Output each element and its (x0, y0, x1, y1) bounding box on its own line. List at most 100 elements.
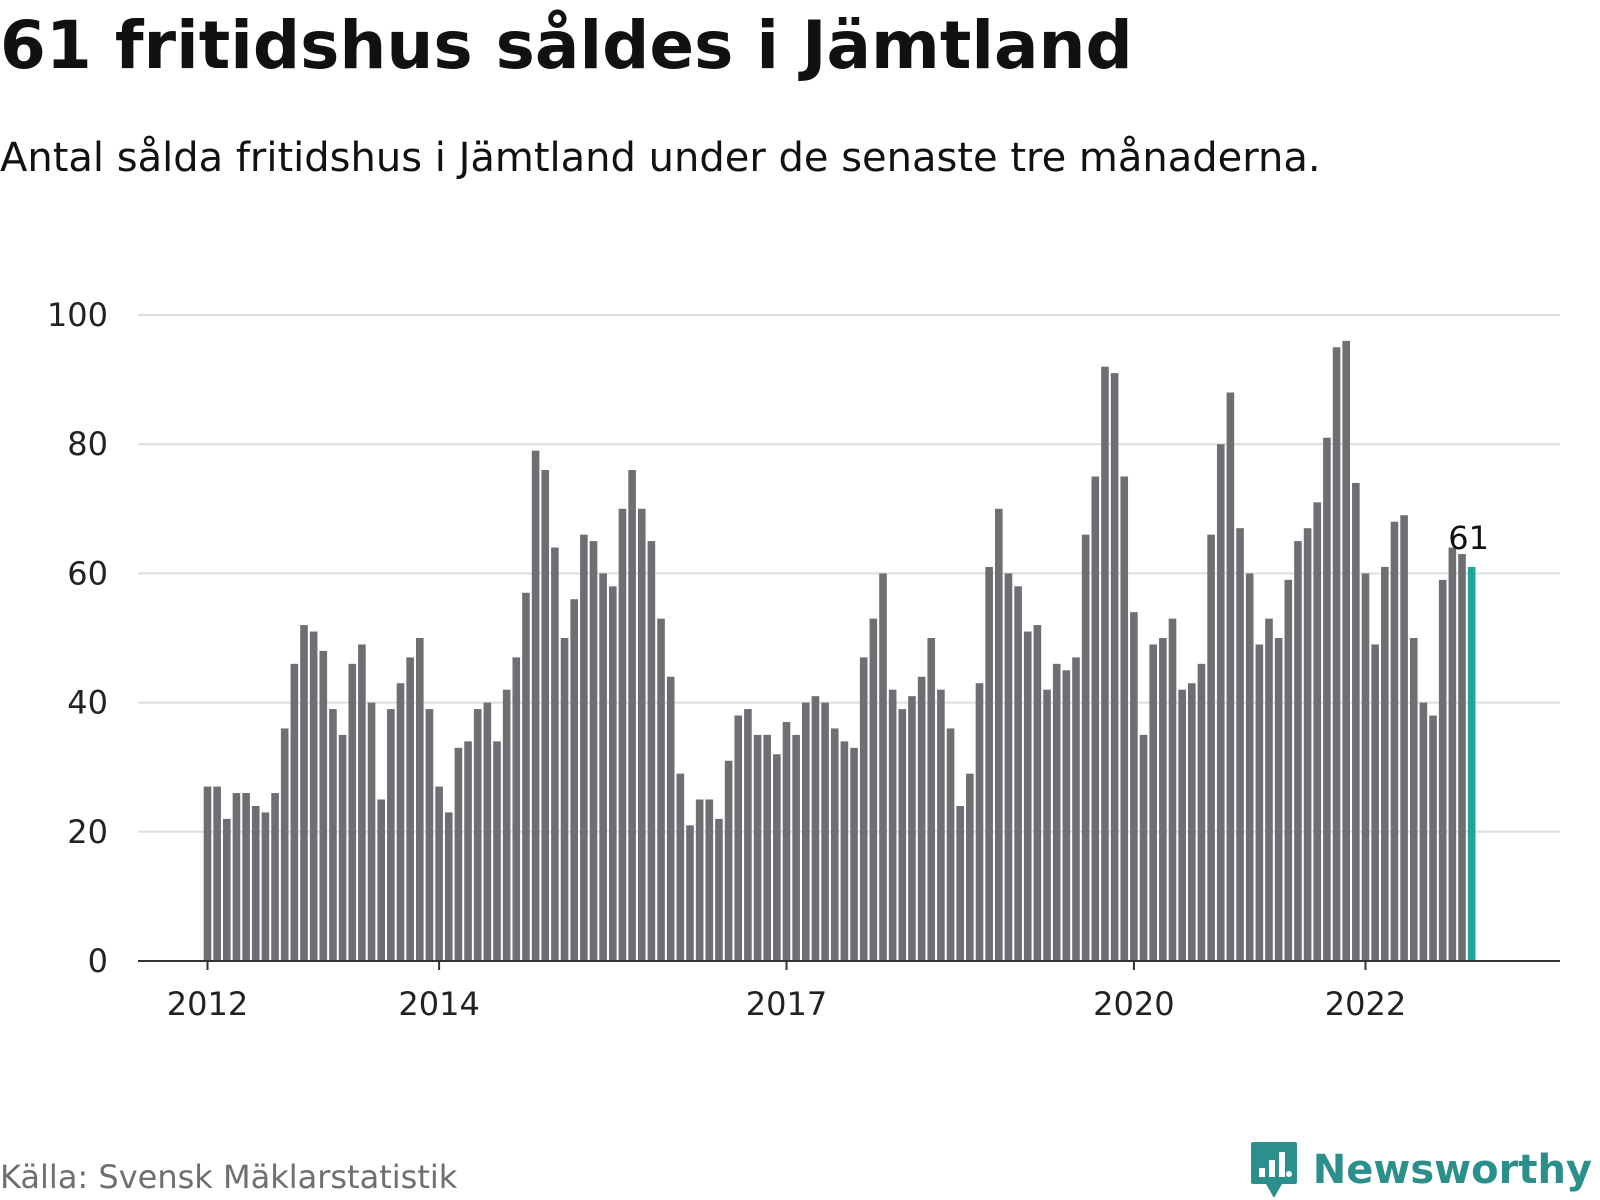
bar (338, 734, 347, 961)
x-tick-label: 2012 (167, 985, 248, 1023)
y-tick-label: 100 (47, 296, 108, 334)
bar (599, 573, 607, 961)
bar (1361, 573, 1370, 961)
x-tick-label: 2020 (1093, 985, 1174, 1023)
bar (416, 638, 424, 961)
bar (309, 631, 318, 961)
bar (502, 689, 511, 961)
bar (464, 741, 472, 961)
bar (811, 696, 820, 961)
bar (454, 747, 463, 961)
bar (1265, 618, 1273, 961)
bar (715, 818, 723, 961)
bar (985, 566, 993, 961)
bar (830, 728, 839, 961)
bar (724, 760, 733, 961)
bar (589, 541, 598, 961)
highlight-value-label: 61 (1448, 519, 1489, 557)
bar (1429, 715, 1437, 961)
bar (1323, 437, 1331, 961)
bar (280, 728, 289, 961)
bar (358, 644, 366, 961)
bar (956, 805, 964, 961)
y-tick-label: 60 (67, 554, 108, 592)
bar (676, 773, 685, 961)
y-tick-label: 0 (88, 942, 108, 980)
newsworthy-brand[interactable]: Newsworthy (1249, 1140, 1592, 1200)
bar (946, 728, 955, 961)
bar (1014, 586, 1022, 961)
bar (753, 734, 762, 961)
bar (1168, 618, 1177, 961)
bar (329, 709, 337, 961)
bar (319, 650, 328, 961)
bar (551, 547, 559, 961)
bar (647, 541, 656, 961)
bar (1371, 644, 1379, 961)
bar (1303, 528, 1312, 961)
bar (580, 534, 588, 961)
bar (1438, 579, 1447, 961)
bar (406, 657, 414, 961)
bar (213, 786, 221, 961)
bar (1284, 579, 1293, 961)
bar (1159, 638, 1167, 961)
bar (261, 812, 270, 961)
bar (966, 773, 974, 961)
bar (1313, 502, 1322, 961)
bar (1023, 631, 1032, 961)
bar (493, 741, 501, 961)
bar (888, 689, 897, 961)
bar (300, 625, 308, 961)
y-tick-label: 40 (67, 684, 108, 722)
bar (1188, 683, 1196, 961)
bar (695, 799, 704, 961)
bar (1120, 476, 1129, 961)
bar (802, 702, 810, 961)
bar (927, 638, 936, 961)
bar (744, 709, 752, 961)
bar (1216, 444, 1225, 961)
bar (686, 825, 694, 961)
bar (879, 573, 887, 961)
bar (1197, 663, 1206, 961)
bar (1178, 689, 1186, 961)
bar (937, 689, 945, 961)
bar (618, 508, 627, 961)
bar (1207, 534, 1215, 961)
bar (975, 683, 984, 961)
bar (425, 709, 434, 961)
bar (763, 734, 771, 961)
bar (1390, 521, 1399, 961)
bar (898, 709, 907, 961)
bar (917, 676, 926, 961)
bar (1352, 482, 1360, 961)
brand-name: Newsworthy (1312, 1147, 1592, 1193)
chart-title: 61 fritidshus såldes i Jämtland (0, 7, 1133, 84)
bar (541, 470, 550, 961)
bar (560, 638, 569, 961)
bar (637, 508, 646, 961)
bar (387, 709, 395, 961)
chart-subtitle: Antal sålda fritidshus i Jämtland under … (0, 135, 1321, 181)
bar (1139, 734, 1148, 961)
bar (773, 754, 781, 961)
bar (1110, 373, 1119, 961)
bar (1458, 554, 1466, 961)
bar (1409, 638, 1418, 961)
bar (1381, 566, 1389, 961)
bar (483, 702, 492, 961)
bar (522, 592, 530, 961)
bar (367, 702, 376, 961)
bar (1255, 644, 1264, 961)
bar (242, 793, 250, 961)
bar (512, 657, 521, 961)
bar (232, 793, 241, 961)
bar (821, 702, 829, 961)
bar (1004, 573, 1013, 961)
bar (908, 696, 916, 961)
bar (1101, 366, 1109, 961)
bar (1062, 670, 1071, 961)
bar (1419, 702, 1428, 961)
